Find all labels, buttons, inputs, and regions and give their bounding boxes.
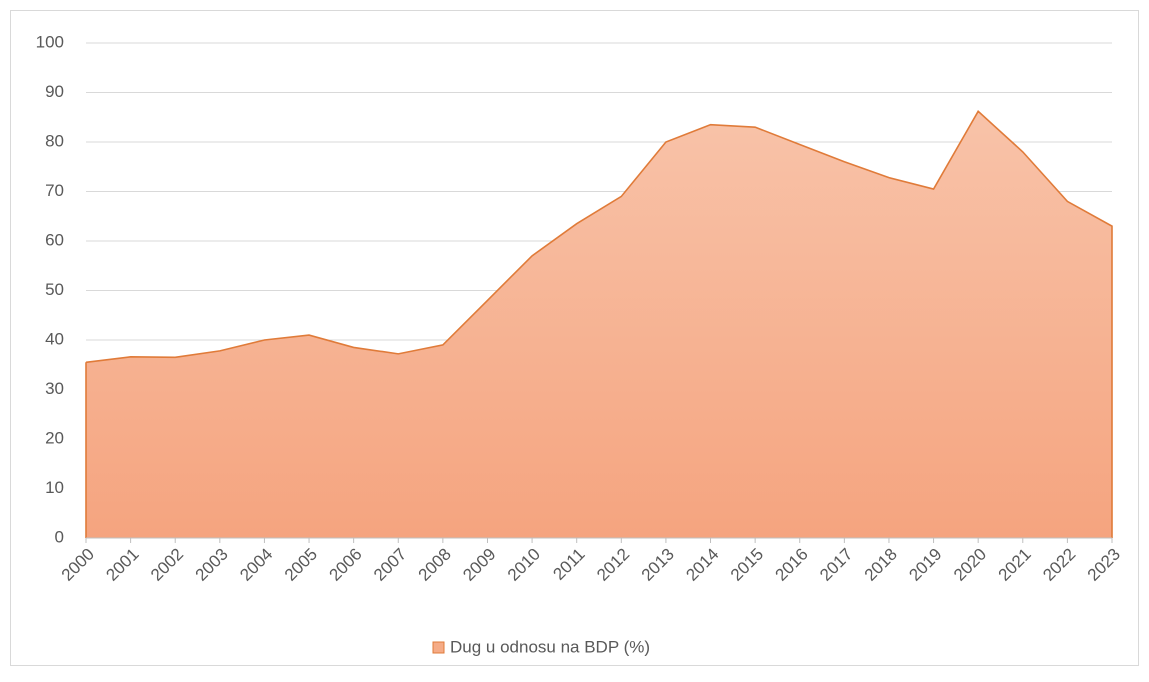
y-tick-label: 70	[45, 181, 64, 200]
legend-label: Dug u odnosu na BDP (%)	[450, 637, 650, 656]
y-tick-label: 0	[55, 527, 64, 546]
y-tick-label: 40	[45, 329, 64, 348]
y-tick-label: 30	[45, 379, 64, 398]
y-tick-label: 100	[36, 32, 64, 51]
y-tick-label: 20	[45, 428, 64, 447]
y-tick-label: 60	[45, 230, 64, 249]
legend-swatch	[432, 641, 445, 654]
area	[86, 111, 1112, 538]
area-line	[85, 110, 1113, 538]
y-tick-label: 90	[45, 82, 64, 101]
y-tick-label: 80	[45, 131, 64, 150]
y-tick-label: 10	[45, 478, 64, 497]
y-tick-label: 50	[45, 280, 64, 299]
